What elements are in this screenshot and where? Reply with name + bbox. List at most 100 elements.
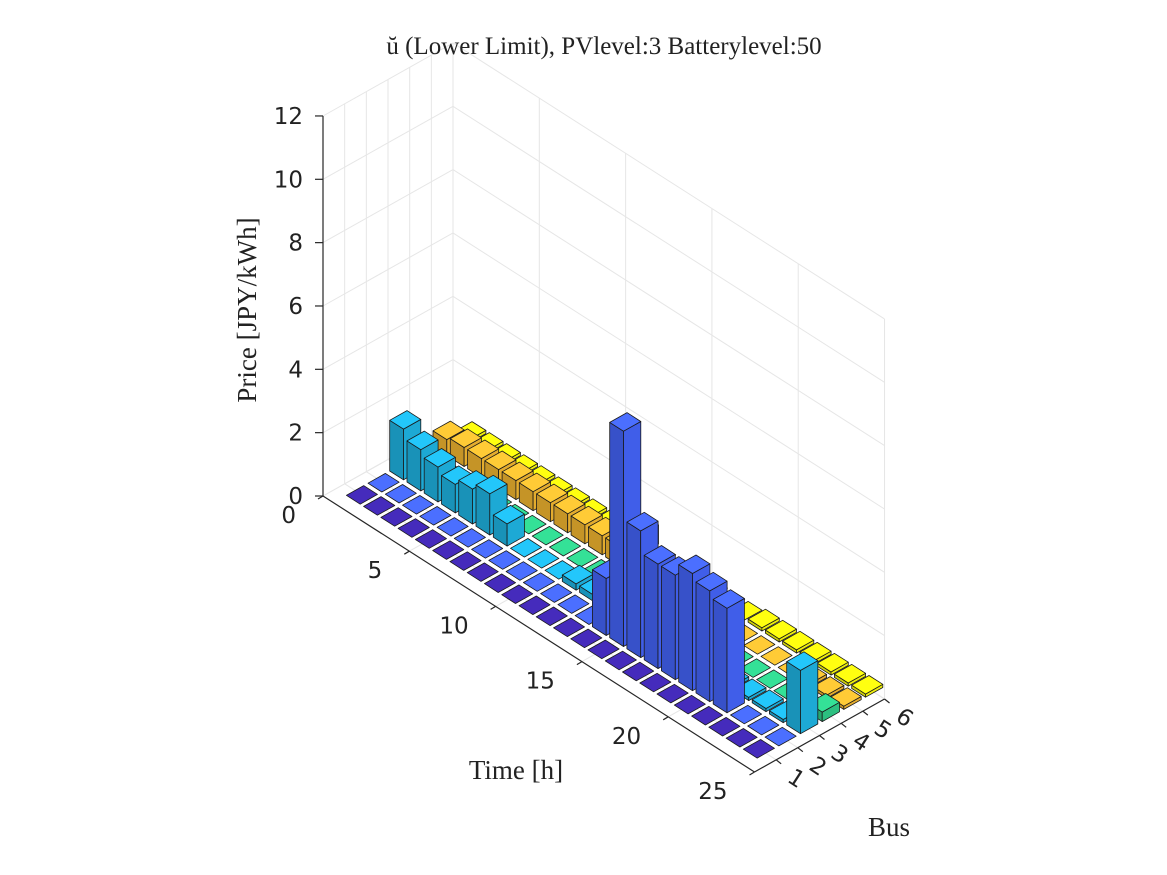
bar-top bbox=[432, 540, 465, 560]
bar-face bbox=[626, 521, 642, 658]
bar-top bbox=[570, 505, 603, 526]
bar-top bbox=[747, 715, 780, 736]
bar-face bbox=[695, 581, 711, 703]
bar-top bbox=[540, 583, 573, 603]
bar-top bbox=[743, 635, 776, 655]
bar-bus1-hour4 bbox=[397, 518, 430, 538]
bar-bus2-hour6 bbox=[453, 528, 486, 548]
y-tick bbox=[819, 735, 825, 740]
bar-bus1-hour5 bbox=[414, 529, 447, 549]
bar-bus1-hour15 bbox=[587, 639, 620, 660]
bar-top bbox=[475, 474, 508, 495]
y-tick-label: 6 bbox=[891, 703, 917, 733]
bar-top bbox=[604, 650, 637, 671]
bar-bus2-hour11 bbox=[540, 583, 573, 603]
bar-top bbox=[483, 573, 516, 593]
bar-top bbox=[518, 595, 551, 615]
bar-face bbox=[389, 419, 404, 481]
bar-top bbox=[673, 694, 706, 715]
bar-top bbox=[678, 554, 711, 574]
bar-top bbox=[742, 739, 775, 759]
bar-top bbox=[760, 646, 793, 666]
bar-bus6-hour23 bbox=[834, 664, 866, 687]
bar-top bbox=[708, 717, 741, 737]
bar-top bbox=[834, 664, 866, 684]
bar-bus1-hour19 bbox=[656, 683, 689, 704]
bar-top bbox=[367, 472, 400, 493]
y-tick-label: 5 bbox=[869, 715, 895, 745]
bar-bus2-hour12 bbox=[557, 594, 590, 614]
bar-face bbox=[661, 565, 676, 681]
bar-top bbox=[812, 676, 845, 696]
z-axis-label: Price [JPY/kWh] bbox=[232, 217, 262, 402]
bar-top bbox=[747, 608, 780, 629]
bar-bus1-hour11 bbox=[518, 595, 551, 615]
bar-top bbox=[553, 617, 585, 637]
bar-top bbox=[609, 412, 642, 432]
bar-top bbox=[345, 485, 378, 505]
bar-top bbox=[492, 504, 525, 525]
y-tick-label: 2 bbox=[804, 752, 830, 782]
bar-top bbox=[816, 653, 849, 673]
x-axis-label: Time [h] bbox=[469, 755, 563, 785]
x-tick-label: 15 bbox=[526, 669, 555, 695]
y-tick-label: 1 bbox=[783, 764, 809, 794]
bar-top bbox=[414, 529, 447, 549]
bar-bus1-hour6 bbox=[432, 540, 465, 560]
bar-top bbox=[488, 550, 521, 570]
bar-top bbox=[587, 639, 620, 660]
bar-bus2-hour23 bbox=[747, 715, 780, 736]
bar-bus4-hour10 bbox=[566, 548, 599, 568]
y-tick-label: 3 bbox=[826, 740, 852, 770]
bar-bus5-hour20 bbox=[760, 646, 793, 666]
bar-bus4-hour8 bbox=[531, 526, 564, 546]
bar-bus6-hour19 bbox=[765, 619, 797, 643]
z-tick-label: 4 bbox=[288, 357, 303, 383]
y-tick bbox=[862, 710, 869, 716]
bar-top bbox=[449, 428, 482, 448]
bar-top bbox=[397, 518, 430, 538]
y-tick bbox=[797, 747, 804, 753]
bar-bus2-hour1 bbox=[367, 472, 400, 493]
bar-bus2-hour9 bbox=[505, 561, 538, 581]
bar-top bbox=[643, 545, 676, 565]
bar-top bbox=[782, 630, 815, 651]
z-tick-label: 10 bbox=[274, 167, 303, 193]
bar-bus2-hour7 bbox=[471, 539, 504, 559]
x-tick bbox=[317, 495, 324, 500]
bar-top bbox=[363, 496, 396, 516]
bar-bus4-hour20 bbox=[738, 658, 771, 678]
bar-bus1-hour22 bbox=[708, 717, 741, 737]
bar-bus3-hour9 bbox=[527, 549, 560, 569]
bar-top bbox=[730, 704, 762, 725]
x-tick bbox=[576, 661, 583, 666]
bar-top bbox=[432, 420, 465, 441]
bar-top bbox=[518, 472, 551, 493]
bar-top bbox=[738, 658, 771, 678]
bar-top bbox=[570, 628, 603, 649]
bar-bus2-hour21 bbox=[712, 589, 745, 714]
bar-top bbox=[419, 506, 452, 526]
bar-top bbox=[501, 461, 534, 482]
bar-top bbox=[531, 526, 564, 546]
bar-bus1-hour24 bbox=[742, 739, 775, 759]
bar-bus2-hour10 bbox=[523, 572, 555, 592]
bar-top bbox=[549, 537, 581, 557]
bar-top bbox=[423, 448, 456, 468]
bar-top bbox=[536, 483, 569, 504]
bar-bus1-hour21 bbox=[691, 706, 724, 726]
bar-bus1-hour13 bbox=[553, 617, 585, 637]
bar-top bbox=[406, 430, 439, 451]
x-tick-label: 10 bbox=[439, 613, 468, 639]
bar-top bbox=[402, 495, 435, 515]
x-tick bbox=[662, 716, 669, 721]
y-tick bbox=[884, 698, 890, 704]
x-tick-label: 25 bbox=[698, 779, 727, 805]
bar-top bbox=[622, 661, 655, 682]
bar-top bbox=[389, 410, 422, 430]
bar-top bbox=[639, 672, 672, 693]
bar-face bbox=[800, 660, 819, 735]
bar-bus1-hour18 bbox=[639, 672, 672, 693]
